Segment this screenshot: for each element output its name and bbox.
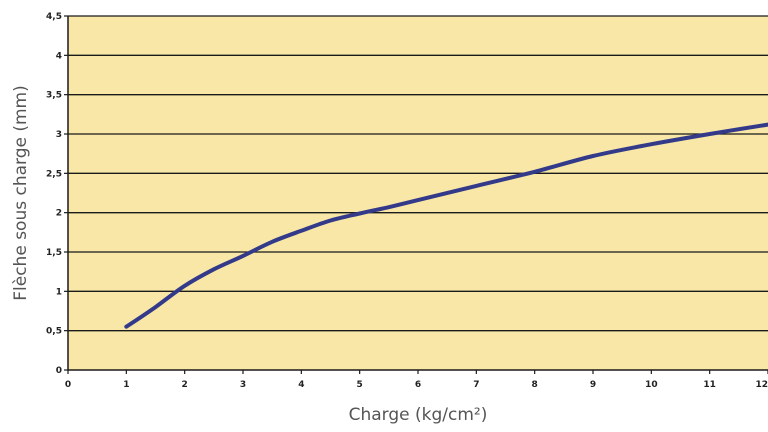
y-axis-ticks: 0 0,5 1 1,5 2 2,5 3 3,5 4 4,5 [46,12,68,376]
y-tick-label: 3,5 [46,91,62,101]
y-tick-label: 1 [56,287,62,297]
series-line [124,122,768,329]
x-tick-label: 8 [532,380,538,390]
y-tick-label: 0,5 [46,327,62,337]
x-tick-label: 10 [645,380,658,390]
y-tick-label: 1,5 [46,248,62,258]
y-tick-label: 3 [56,130,62,140]
plot-area [68,16,768,370]
x-tick-label: 2 [182,380,188,390]
y-tick-label: 2,5 [46,169,62,179]
y-tick-label: 0 [56,366,62,376]
x-tick-label: 7 [473,380,479,390]
x-tick-label: 1 [123,380,129,390]
x-axis-title: Charge (kg/cm²) [349,405,488,425]
y-axis-title: Flèche sous charge (mm) [11,85,31,301]
x-tick-label: 12 [755,380,768,390]
x-tick-label: 9 [590,380,596,390]
y-tick-label: 2 [56,209,62,219]
y-tick-label: 4 [56,51,62,61]
x-tick-label: 6 [415,380,421,390]
x-tick-label: 0 [65,380,71,390]
x-tick-label: 11 [703,380,716,390]
gridlines [68,15,768,332]
x-tick-label: 5 [357,380,363,390]
x-axis-ticks: 0 1 2 3 4 5 6 7 8 9 10 11 12 [65,370,768,390]
y-tick-label: 4,5 [46,12,62,22]
x-tick-label: 3 [240,380,246,390]
x-tick-label: 4 [298,380,304,390]
